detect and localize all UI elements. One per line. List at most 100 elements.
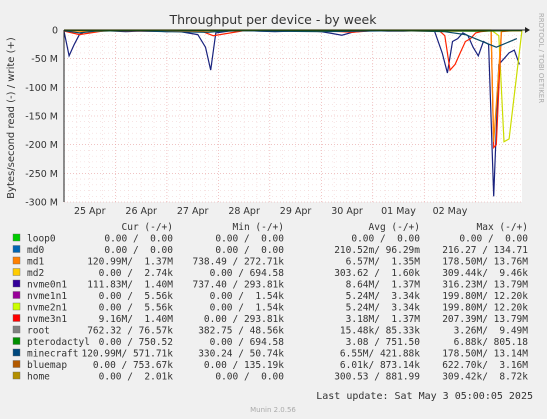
legend-name: md0 <box>27 245 44 256</box>
legend-value-min: 382.75 / 48.56k <box>198 326 284 337</box>
y-tick-label: 0 <box>52 26 58 37</box>
legend-value-cur: 0.00 / 0.00 <box>104 245 173 256</box>
x-tick-label: 28 Apr <box>228 206 260 217</box>
legend-swatch <box>12 302 21 311</box>
legend-value-min: 0.00 / 1.54k <box>210 303 285 314</box>
legend-header: Cur (-/+) <box>122 222 173 233</box>
legend-name: bluemap <box>27 360 67 371</box>
legend-value-max: 3.26M/ 9.49M <box>454 326 529 337</box>
x-tick-label: 26 Apr <box>125 206 157 217</box>
legend-name: nvme1n1 <box>27 291 67 302</box>
legend-name: loop0 <box>27 234 56 245</box>
legend-name: md2 <box>27 268 44 279</box>
x-tick-labels: 25 Apr 26 Apr 27 Apr 28 Apr 29 Apr 30 Apr 01 M… <box>74 206 468 217</box>
legend-name: pterodactyl <box>27 337 90 348</box>
legend-name: nvme3n1 <box>27 314 67 325</box>
legend-swatch <box>12 268 21 276</box>
legend-value-max: 199.80M/ 12.20k <box>442 291 528 302</box>
legend-value-cur: 0.00 / 5.56k <box>99 291 174 302</box>
legend-swatch <box>12 279 21 288</box>
legend-value-min: 0.00 / 694.58 <box>210 337 285 348</box>
rrdtool-credit: RRDTOOL / TOBI OETIKER <box>537 13 545 103</box>
legend-value-max: 199.80M/ 12.20k <box>442 303 528 314</box>
y-axis-label: Bytes/second read (-) / write (+) <box>6 37 17 199</box>
legend-value-min: 0.00 / 1.54k <box>210 291 285 302</box>
legend-swatch <box>12 233 21 242</box>
legend-value-avg: 6.01k/ 873.14k <box>340 360 420 371</box>
legend-value-cur: 9.16M/ 1.40M <box>99 314 174 325</box>
x-axis-arrow <box>525 27 530 33</box>
legend-value-avg: 5.24M/ 3.34k <box>346 291 421 302</box>
x-tick-label: 02 May <box>433 206 468 217</box>
munin-version: Munin 2.0.56 <box>250 406 296 414</box>
legend-swatch <box>12 256 21 265</box>
legend-header: Max (-/+) <box>477 222 528 233</box>
legend-value-avg: 303.62 / 1.60k <box>334 268 420 279</box>
legend-swatch <box>12 325 21 334</box>
legend-header: Avg (-/+) <box>369 222 420 233</box>
y-tick-label: -300 M <box>25 198 58 209</box>
legend-name: minecraft <box>27 349 78 360</box>
legend-value-max: 622.70k/ 3.16M <box>442 360 528 371</box>
legend-value-avg: 210.52m/ 96.29m <box>334 245 420 256</box>
legend-value-cur: 0.00 / 2.01k <box>99 372 174 383</box>
legend-value-avg: 15.48k/ 85.33k <box>340 326 420 337</box>
legend-value-cur: 0.00 / 0.00 <box>104 234 173 245</box>
legend-value-avg: 0.00 / 0.00 <box>351 234 420 245</box>
legend-value-avg: 3.08 / 751.50 <box>346 337 421 348</box>
legend-value-avg: 300.53 / 881.99 <box>334 372 420 383</box>
legend-value-min: 0.00 / 0.00 <box>215 245 284 256</box>
legend-swatch <box>12 371 21 380</box>
y-tick-label: -200 M <box>25 140 58 151</box>
legend-value-min: 737.40 / 293.81k <box>192 280 284 291</box>
legend-value-min: 0.00 / 293.81k <box>204 314 284 325</box>
legend-value-max: 0.00 / 0.00 <box>459 234 528 245</box>
x-tick-label: 29 Apr <box>280 206 312 217</box>
legend-table: Cur (-/+) Min (-/+) Avg (-/+) Max (-/+) loop… <box>12 222 529 383</box>
legend-name: nvme0n1 <box>27 280 67 291</box>
legend-value-max: 316.23M/ 13.79M <box>442 280 528 291</box>
x-tick-label: 30 Apr <box>331 206 363 217</box>
legend-value-cur: 0.00 / 750.52 <box>99 337 173 348</box>
legend-value-min: 330.24 / 50.74k <box>198 349 284 360</box>
legend-name: root <box>27 326 50 337</box>
y-tick-label: -50 M <box>31 54 58 65</box>
legend-value-avg: 5.24M/ 3.34k <box>346 303 421 314</box>
legend-value-avg: 6.55M/ 421.88k <box>340 349 420 360</box>
legend-value-avg: 6.57M/ 1.35M <box>346 257 421 268</box>
y-tick-label: -100 M <box>25 83 58 94</box>
legend-value-max: 178.50M/ 13.14M <box>442 349 528 360</box>
legend-value-max: 216.27 / 134.71 <box>442 245 528 256</box>
legend-value-min: 738.49 / 272.71k <box>192 257 284 268</box>
legend-swatch <box>12 360 21 368</box>
legend-value-max: 178.50M/ 13.76M <box>442 257 528 268</box>
last-update: Last update: Sat May 3 05:00:05 2025 <box>316 391 533 402</box>
legend-value-avg: 3.18M/ 1.37M <box>346 314 421 325</box>
legend-value-min: 0.00 / 0.00 <box>215 234 284 245</box>
legend-value-cur: 120.99M/ 1.37M <box>87 257 173 268</box>
legend-swatch <box>12 348 21 357</box>
legend-value-cur: 0.00 / 753.67k <box>93 360 173 371</box>
legend-value-avg: 8.64M/ 1.37M <box>346 280 421 291</box>
legend-name: md1 <box>27 257 44 268</box>
y-tick-label: -250 M <box>25 169 58 180</box>
legend-swatch <box>12 337 21 345</box>
x-tick-label: 27 Apr <box>177 206 209 217</box>
legend-value-cur: 762.32 / 76.57k <box>87 326 173 337</box>
legend-value-max: 309.42k/ 8.72k <box>442 372 528 383</box>
legend-swatch <box>12 245 21 253</box>
legend-value-min: 0.00 / 135.19k <box>204 360 284 371</box>
legend-value-min: 0.00 / 694.58 <box>210 268 285 279</box>
legend-value-max: 6.88k/ 805.18 <box>454 337 529 348</box>
x-tick-label: 25 Apr <box>74 206 106 217</box>
chart-title: Throughput per device - by week <box>169 12 378 27</box>
legend-value-max: 309.44k/ 9.46k <box>442 268 528 279</box>
axes <box>63 27 530 202</box>
legend-value-cur: 0.00 / 2.74k <box>99 268 174 279</box>
legend-name: nvme2n1 <box>27 303 67 314</box>
y-tick-labels: 0 -50 M -100 M -150 M -200 M -250 M -300 M <box>25 26 58 209</box>
x-tick-label: 01 May <box>381 206 416 217</box>
legend-value-cur: 120.99M/ 571.71k <box>81 349 173 360</box>
y-tick-label: -150 M <box>25 112 58 123</box>
